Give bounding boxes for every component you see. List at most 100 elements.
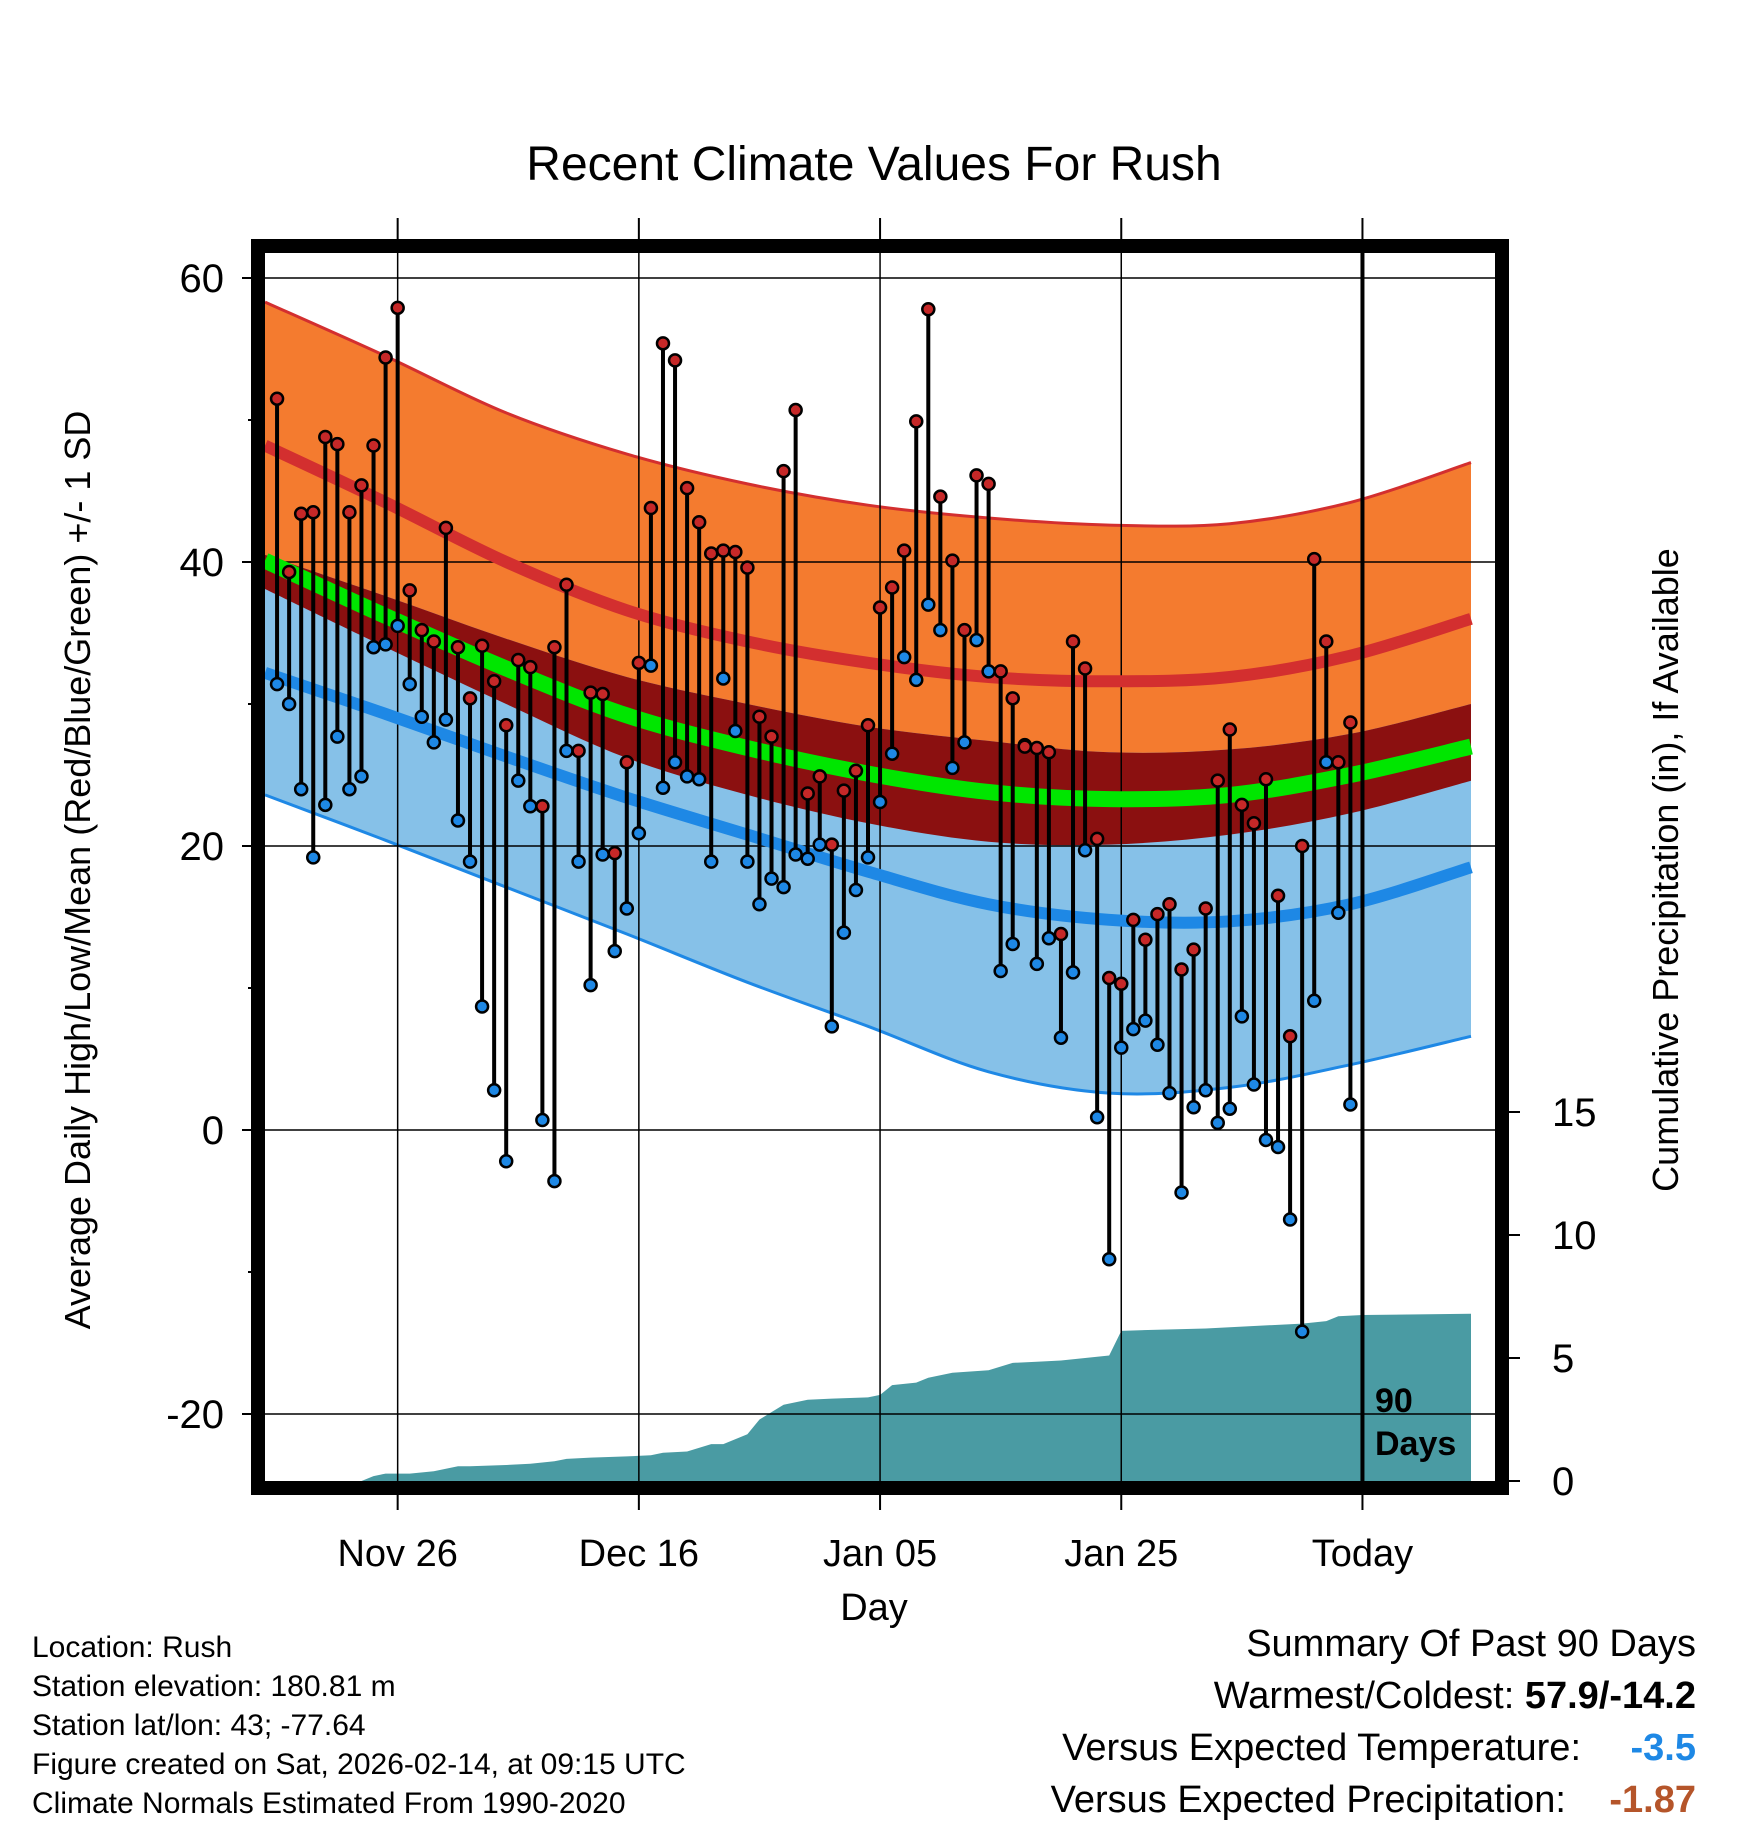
daily-high-point (281, 564, 297, 580)
daily-high-point (1234, 797, 1250, 813)
daily-high-point (1210, 773, 1225, 788)
daily-low-point (1005, 936, 1020, 952)
daily-low-point (438, 712, 454, 727)
precipitation-fill (265, 1313, 1471, 1481)
daily-high-point (1246, 816, 1262, 831)
daily-high-point (993, 664, 1008, 679)
daily-high-point (981, 476, 996, 492)
daily-high-point (1138, 932, 1153, 947)
daily-high-point (438, 520, 454, 536)
daily-low-point (1246, 1077, 1262, 1092)
daily-low-point (1306, 993, 1322, 1009)
daily-high-point (402, 583, 417, 598)
daily-low-point (1282, 1212, 1298, 1227)
daily-low-point (969, 632, 984, 648)
daily-high-point (414, 622, 430, 638)
daily-high-point (1114, 976, 1129, 991)
daily-high-point (1053, 926, 1069, 942)
warmest-coldest-row: Warmest/Coldest: 57.9/-14.2 (1051, 1670, 1696, 1722)
daily-low-point (607, 943, 622, 959)
daily-low-point (547, 1173, 562, 1189)
daily-high-point (655, 336, 671, 351)
daily-high-point (921, 301, 936, 317)
daily-low-point (1319, 754, 1334, 770)
daily-high-point (691, 514, 707, 530)
daily-high-point (908, 414, 924, 429)
daily-high-point (269, 391, 285, 406)
daily-low-point (836, 925, 852, 940)
daily-high-point (426, 634, 442, 649)
daily-high-point (836, 783, 852, 798)
daily-high-point (1198, 901, 1213, 916)
daily-high-point (631, 655, 647, 671)
daily-high-point (1029, 740, 1045, 756)
daily-range-sticks (275, 307, 1353, 1332)
daily-low-point (378, 637, 393, 652)
daily-low-point (631, 825, 647, 841)
daily-low-point (426, 735, 442, 750)
daily-high-point (1222, 722, 1238, 737)
today-days-number: 90 (1375, 1382, 1413, 1420)
normals-note-text: Climate Normals Estimated From 1990-2020 (32, 1787, 626, 1820)
daily-high-point (450, 639, 466, 655)
high-sd-upper-edge (264, 300, 1472, 528)
y-tick-label: 40 (180, 541, 225, 585)
daily-high-point (535, 798, 550, 814)
warmest-value: 57.9/-14.2 (1524, 1675, 1696, 1717)
daily-low-point (716, 671, 731, 686)
daily-low-point (993, 963, 1008, 979)
daily-low-point (896, 649, 912, 665)
axes: -20 0 20 40 60 0 5 10 15 Nov 26 Dec 16 Jan 05 Jan 25… (166, 218, 1597, 1575)
summary-title: Summary Of Past 90 Days (1246, 1623, 1696, 1665)
daily-high-point (679, 480, 695, 496)
daily-high-point (703, 546, 719, 561)
y2-axis-label: Cumulative Precipitation (in), If Availa… (1645, 548, 1686, 1192)
daily-low-point (269, 676, 285, 692)
daily-high-point (716, 543, 731, 558)
daily-low-point (1041, 931, 1057, 946)
daily-high-point (764, 729, 779, 744)
daily-high-point (1270, 888, 1286, 903)
daily-high-point (800, 786, 815, 801)
precip-anomaly-label: Versus Expected Precipitation: (1050, 1779, 1566, 1821)
daily-high-point (957, 622, 972, 638)
daily-low-point (354, 769, 369, 784)
daily-high-point (933, 489, 948, 504)
daily-high-point (1126, 912, 1141, 928)
daily-low-point (860, 850, 876, 865)
daily-low-point (643, 658, 659, 673)
daily-low-point (523, 798, 538, 814)
temp-anomaly-value: -3.5 (1630, 1727, 1696, 1769)
plot-frame (251, 239, 1509, 1495)
warmest-label: Warmest/Coldest: (1213, 1675, 1525, 1717)
daily-low-point (535, 1112, 550, 1128)
normal-low-line (263, 667, 1473, 929)
daily-high-point (1343, 715, 1358, 730)
daily-low-point (619, 901, 635, 916)
daily-high-point (896, 543, 912, 558)
daily-high-point (1294, 838, 1310, 854)
daily-low-point (945, 760, 960, 776)
daily-low-point (933, 622, 948, 638)
temp-anomaly-label: Versus Expected Temperature: (1062, 1727, 1581, 1769)
daily-low-point (728, 723, 743, 739)
daily-low-point (1186, 1100, 1201, 1115)
daily-points (269, 300, 1358, 1339)
daily-low-point (667, 754, 683, 770)
daily-high-point (571, 743, 586, 759)
low-sd-lower-edge (264, 793, 1472, 1096)
daily-high-point (1041, 745, 1057, 760)
x-tick-label: Dec 16 (579, 1533, 699, 1575)
daily-high-point (523, 659, 538, 675)
daily-high-point (1017, 739, 1033, 754)
daily-high-point (547, 639, 562, 655)
daily-high-point (860, 718, 876, 733)
x-axis-label: Day (840, 1587, 908, 1629)
overlap-band (265, 554, 1471, 846)
summary-panel: Summary Of Past 90 Days Warmest/Coldest:… (1051, 1618, 1696, 1826)
daily-low-point (462, 854, 478, 869)
y2-tick-label: 5 (1552, 1337, 1574, 1381)
daily-high-point (486, 674, 502, 689)
daily-high-point (1306, 551, 1322, 567)
daily-high-point (1101, 970, 1117, 986)
